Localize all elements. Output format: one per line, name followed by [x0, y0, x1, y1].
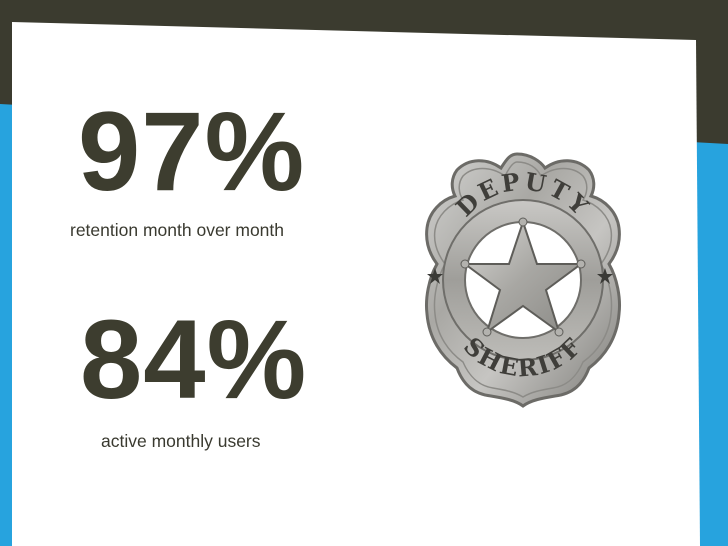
active-users-stat-caption: active monthly users — [101, 431, 261, 451]
deputy-sheriff-badge-icon: DEPUTY SHERIFF — [425, 152, 621, 408]
retention-stat-value: 97% — [78, 89, 306, 214]
retention-stat-caption: retention month over month — [70, 220, 285, 240]
active-users-stat-value: 84% — [80, 297, 308, 422]
